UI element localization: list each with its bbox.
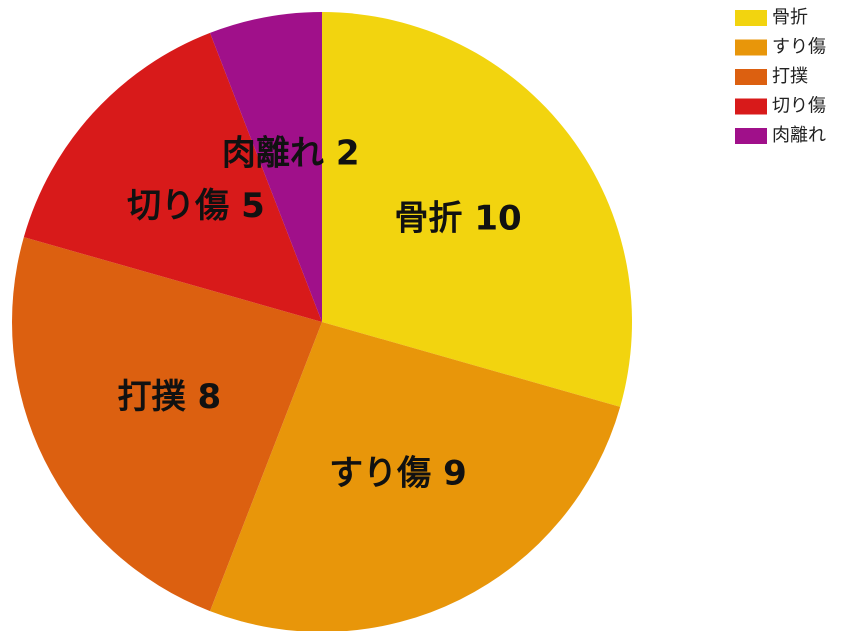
pie-slice xyxy=(210,12,322,322)
legend-label: 打撲 xyxy=(772,66,808,87)
legend-swatch xyxy=(735,98,767,115)
label-category: すり傷 xyxy=(329,453,431,493)
label-category: 肉離れ xyxy=(222,133,324,173)
label-category: 打撲 xyxy=(118,376,187,416)
label-value: 8 xyxy=(198,376,222,416)
data-label: 骨折 10 xyxy=(394,198,521,238)
legend-swatch xyxy=(735,128,767,144)
label-category: 骨折 xyxy=(394,198,462,238)
label-value: 9 xyxy=(443,453,467,493)
pie-slice xyxy=(23,32,323,323)
data-label: 切り傷 5 xyxy=(127,186,265,226)
label-value: 5 xyxy=(241,186,265,226)
label-value: 10 xyxy=(474,198,521,238)
data-label: 打撲 8 xyxy=(118,376,222,416)
legend-swatch xyxy=(735,69,767,85)
data-label: すり傷 9 xyxy=(329,453,467,493)
data-label: 肉離れ 2 xyxy=(222,133,360,173)
legend-label: 肉離れ xyxy=(772,125,826,146)
legend-swatch xyxy=(735,39,767,56)
label-value: 2 xyxy=(336,133,360,173)
legend-label: 切り傷 xyxy=(772,96,826,117)
pie-slice xyxy=(322,12,632,407)
legend-label: すり傷 xyxy=(772,37,826,58)
label-category: 切り傷 xyxy=(127,186,229,226)
legend-swatch xyxy=(735,10,767,26)
pie-slice xyxy=(210,322,621,631)
legend-label: 骨折 xyxy=(772,7,808,28)
pie-slice xyxy=(11,237,322,612)
